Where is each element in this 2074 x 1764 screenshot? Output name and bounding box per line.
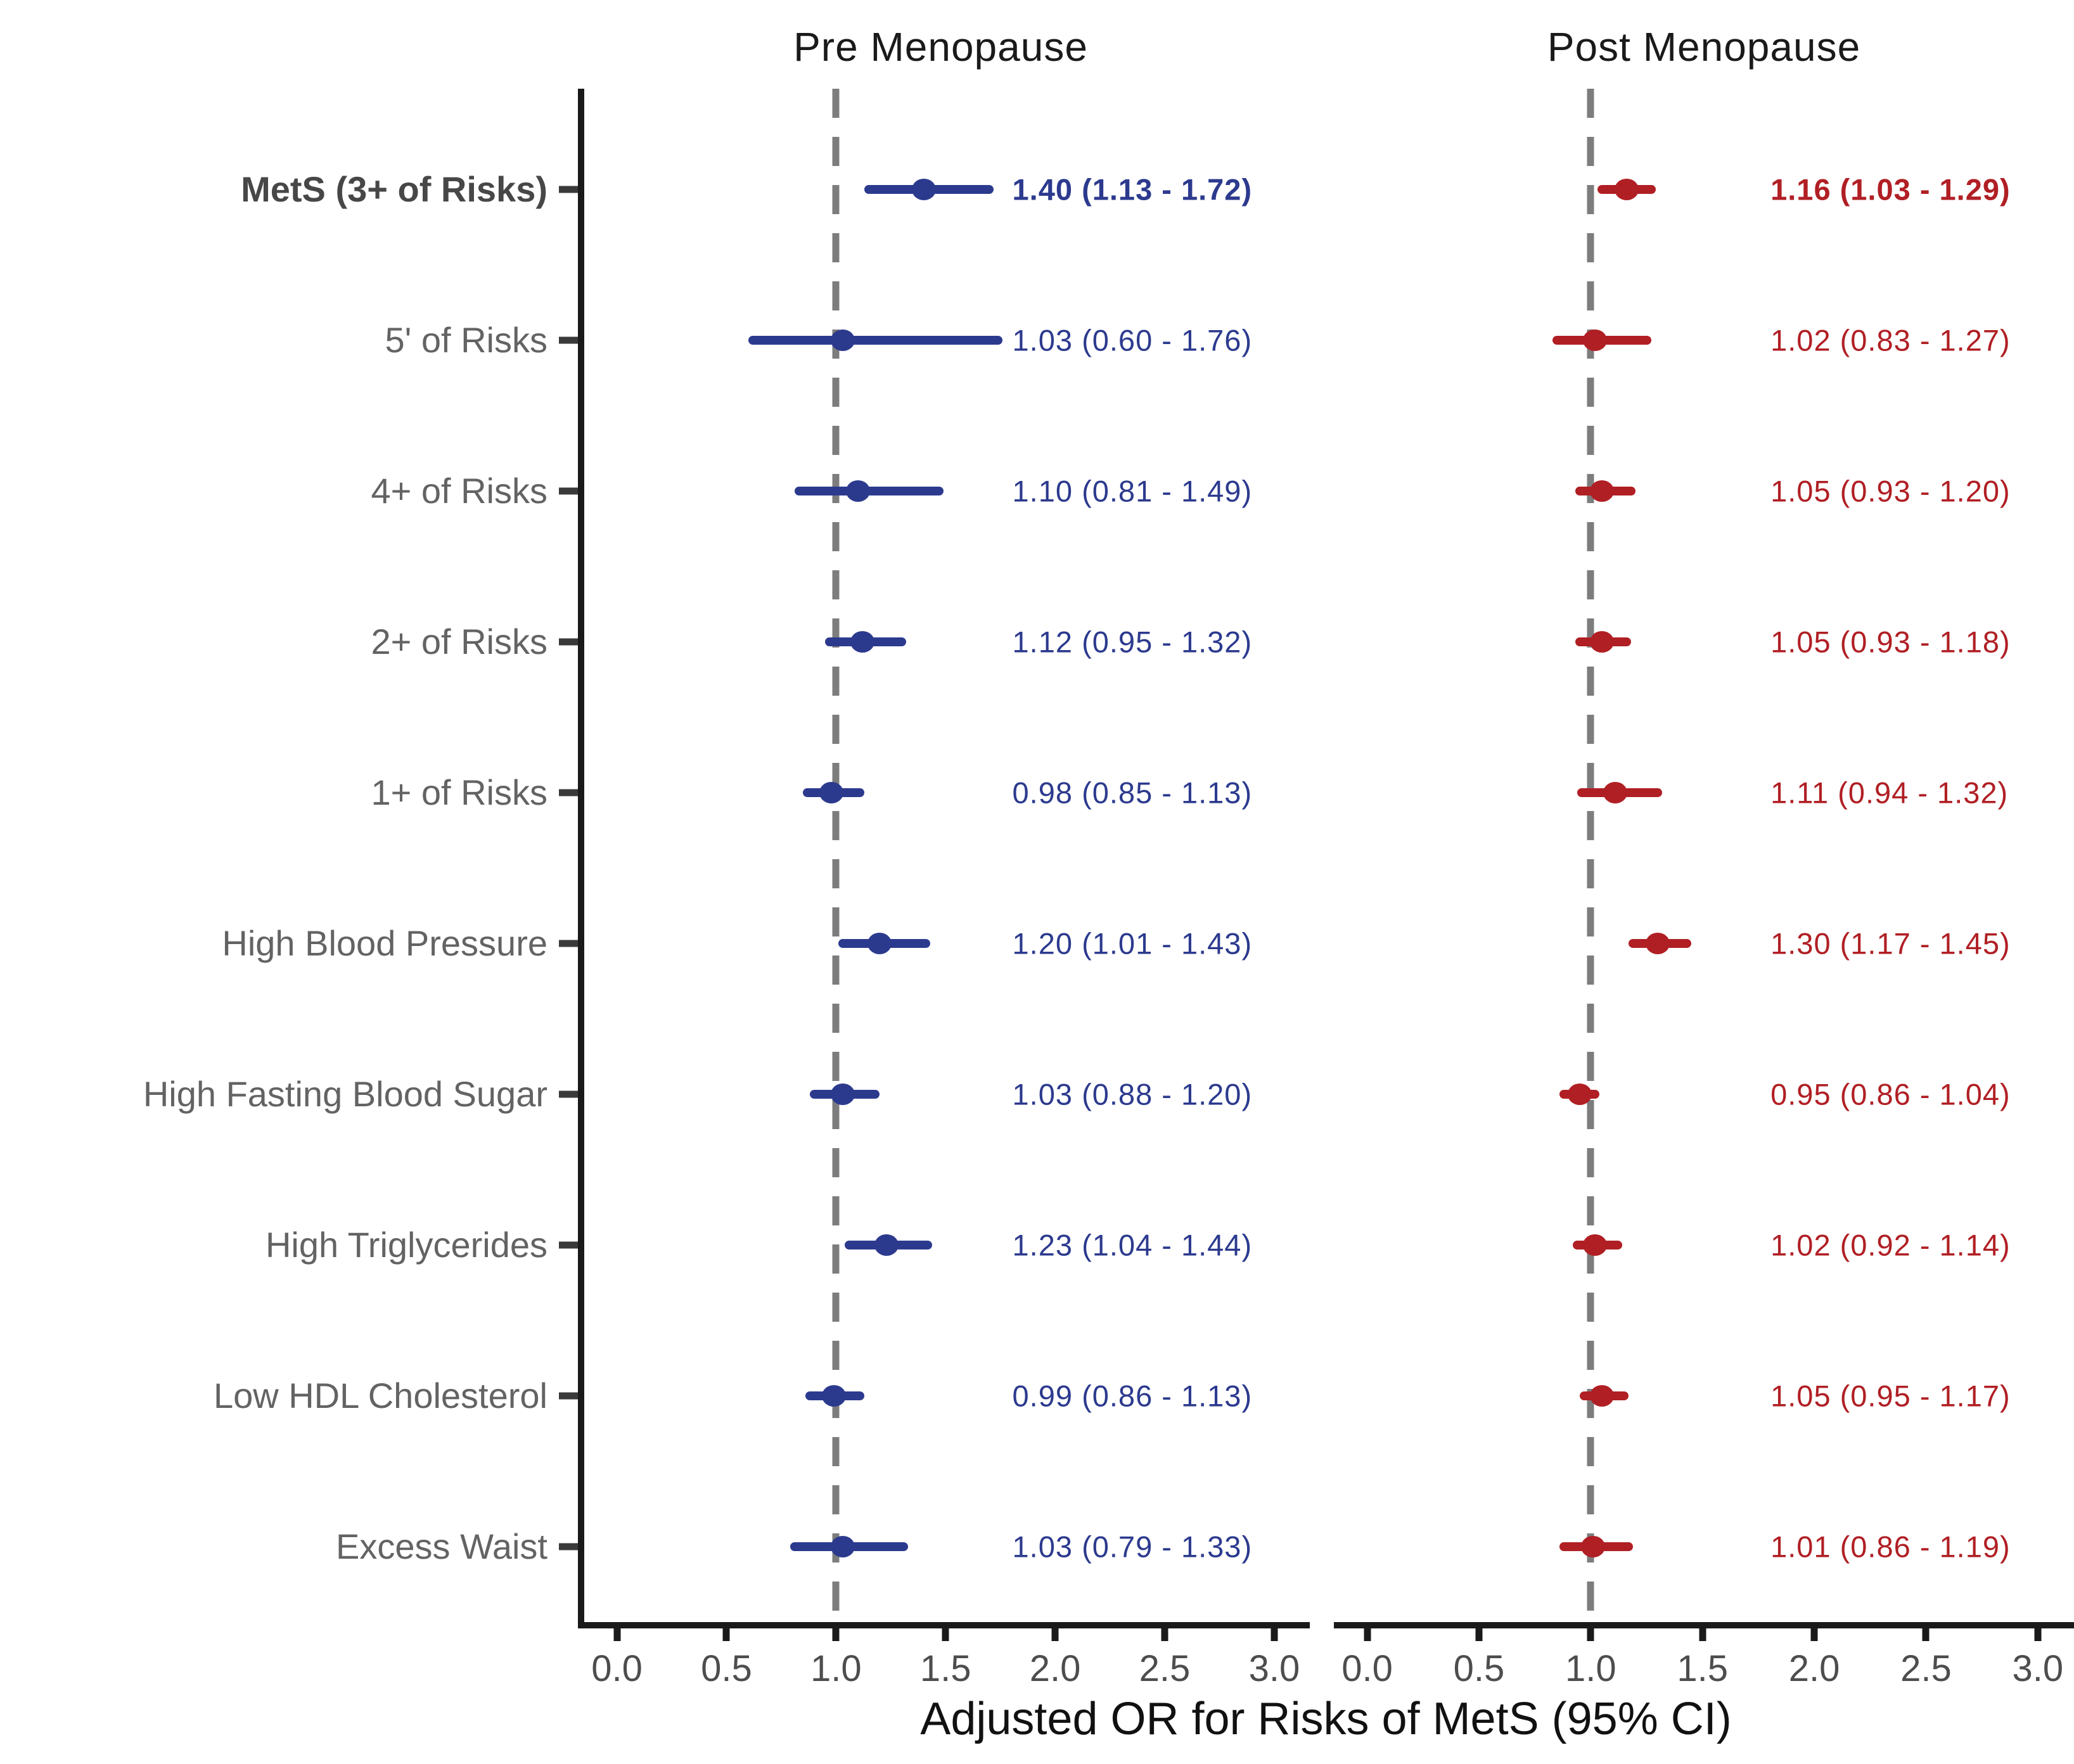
x-tick-label: 0.5 xyxy=(1453,1648,1505,1689)
reference-line xyxy=(1587,89,1594,1622)
x-axis-tick xyxy=(1810,1622,1818,1641)
panel-pre-menopause: 1.40 (1.13 - 1.72) 1.03 (0.60 - 1.76) 1.10… xyxy=(578,89,1310,1689)
category-label: Excess Waist xyxy=(336,1526,547,1567)
category-label: 5' of Risks xyxy=(385,320,547,361)
or-ci-label: 1.05 (0.95 - 1.17) xyxy=(1770,1379,2011,1413)
point-estimate-dot xyxy=(1646,932,1670,954)
y-axis-tick xyxy=(559,487,578,495)
or-ci-label: 1.03 (0.60 - 1.76) xyxy=(1012,323,1253,357)
point-estimate-dot xyxy=(1589,630,1614,653)
x-axis-tick xyxy=(1051,1622,1059,1641)
x-tick-label: 1.0 xyxy=(810,1648,862,1689)
or-ci-label: 1.10 (0.81 - 1.49) xyxy=(1012,474,1253,508)
x-axis-tick xyxy=(1271,1622,1278,1641)
category-label: High Blood Pressure xyxy=(222,923,547,964)
x-axis-tick xyxy=(942,1622,949,1641)
category-label: 4+ of Risks xyxy=(371,471,547,511)
x-tick-label: 2.5 xyxy=(1900,1648,1952,1689)
or-ci-label: 1.05 (0.93 - 1.18) xyxy=(1770,625,2011,659)
point-estimate-dot xyxy=(874,1234,899,1256)
panel-title-pre-menopause: Pre Menopause xyxy=(793,24,1088,70)
y-axis-tick xyxy=(559,789,578,796)
or-ci-label: 1.11 (0.94 - 1.32) xyxy=(1770,776,2009,810)
or-ci-label: 1.03 (0.79 - 1.33) xyxy=(1012,1530,1253,1564)
y-axis-tick xyxy=(559,638,578,646)
point-estimate-dot xyxy=(1614,178,1639,200)
point-estimate-dot xyxy=(819,781,844,803)
x-axis-tick xyxy=(2034,1622,2042,1641)
category-label: High Triglycerides xyxy=(265,1225,547,1265)
x-tick-label: 0.5 xyxy=(701,1648,752,1689)
x-tick-label: 1.5 xyxy=(1677,1648,1728,1689)
or-ci-label: 1.30 (1.17 - 1.45) xyxy=(1770,926,2011,961)
x-tick-label: 2.0 xyxy=(1788,1648,1840,1689)
panel-title-post-menopause: Post Menopause xyxy=(1547,24,1861,70)
category-label: High Fasting Blood Sugar xyxy=(143,1074,547,1115)
y-axis-tick xyxy=(559,1241,578,1249)
or-ci-label: 0.95 (0.86 - 1.04) xyxy=(1770,1077,2011,1111)
x-axis-tick xyxy=(1475,1622,1483,1641)
or-ci-label: 0.99 (0.86 - 1.13) xyxy=(1012,1379,1253,1413)
x-axis-tick xyxy=(1364,1622,1371,1641)
x-tick-label: 3.0 xyxy=(1248,1648,1300,1689)
or-ci-label: 1.20 (1.01 - 1.43) xyxy=(1012,926,1253,961)
y-axis-tick xyxy=(559,1543,578,1550)
or-ci-label: 1.12 (0.95 - 1.32) xyxy=(1012,625,1253,659)
y-axis-tick xyxy=(559,1392,578,1400)
or-ci-label: 1.40 (1.13 - 1.72) xyxy=(1012,172,1253,207)
point-estimate-dot xyxy=(845,480,870,502)
x-axis-tick xyxy=(1161,1622,1168,1641)
y-axis-tick xyxy=(559,1090,578,1098)
point-estimate-dot xyxy=(1567,1083,1592,1105)
category-label: 2+ of Risks xyxy=(371,622,547,662)
x-axis-tick xyxy=(1587,1622,1594,1641)
or-ci-label: 1.05 (0.93 - 1.20) xyxy=(1770,474,2011,508)
x-tick-label: 2.5 xyxy=(1139,1648,1191,1689)
x-axis-tick xyxy=(722,1622,730,1641)
point-estimate-dot xyxy=(867,932,892,954)
reference-line xyxy=(832,89,840,1622)
point-estimate-dot xyxy=(1583,1234,1608,1256)
y-axis-tick xyxy=(559,186,578,193)
or-ci-label: 1.01 (0.86 - 1.19) xyxy=(1770,1530,2011,1564)
panel-post-menopause: 1.16 (1.03 - 1.29) 1.02 (0.83 - 1.27) 1.05… xyxy=(1334,89,2074,1689)
or-ci-label: 1.03 (0.88 - 1.20) xyxy=(1012,1077,1253,1111)
point-estimate-dot xyxy=(850,630,874,653)
point-estimate-dot xyxy=(1589,1384,1614,1407)
point-estimate-dot xyxy=(1580,1535,1605,1557)
point-estimate-dot xyxy=(830,329,855,351)
x-tick-label: 1.0 xyxy=(1565,1648,1616,1689)
point-estimate-dot xyxy=(830,1083,855,1105)
category-label: 1+ of Risks xyxy=(371,772,547,813)
point-estimate-dot xyxy=(1583,329,1608,351)
category-label: Low HDL Cholesterol xyxy=(213,1376,547,1416)
x-tick-label: 0.0 xyxy=(591,1648,643,1689)
or-ci-label: 1.02 (0.83 - 1.27) xyxy=(1770,323,2011,357)
x-axis-tick xyxy=(832,1622,840,1641)
point-estimate-dot xyxy=(1589,480,1614,502)
or-ci-label: 1.23 (1.04 - 1.44) xyxy=(1012,1228,1253,1262)
category-axis: MetS (3+ of Risks) 5' of Risks 4+ of Risks… xyxy=(0,89,578,1622)
x-axis-tick xyxy=(1922,1622,1930,1641)
x-tick-label: 2.0 xyxy=(1029,1648,1081,1689)
point-estimate-dot xyxy=(1603,781,1628,803)
x-axis-tick xyxy=(613,1622,621,1641)
or-ci-label: 1.16 (1.03 - 1.29) xyxy=(1770,172,2011,207)
point-estimate-dot xyxy=(911,178,936,200)
point-estimate-dot xyxy=(821,1384,846,1407)
x-axis-tick xyxy=(1699,1622,1706,1641)
x-tick-label: 1.5 xyxy=(919,1648,971,1689)
x-tick-label: 0.0 xyxy=(1341,1648,1393,1689)
y-axis-tick xyxy=(559,336,578,344)
x-axis-title: Adjusted OR for Risks of MetS (95% CI) xyxy=(920,1694,1732,1744)
category-label: MetS (3+ of Risks) xyxy=(241,169,547,210)
or-ci-label: 1.02 (0.92 - 1.14) xyxy=(1770,1228,2011,1262)
y-axis-tick xyxy=(559,940,578,947)
or-ci-label: 0.98 (0.85 - 1.13) xyxy=(1012,776,1253,810)
ci-line xyxy=(748,335,1003,345)
x-tick-label: 3.0 xyxy=(2012,1648,2064,1689)
point-estimate-dot xyxy=(830,1535,855,1557)
